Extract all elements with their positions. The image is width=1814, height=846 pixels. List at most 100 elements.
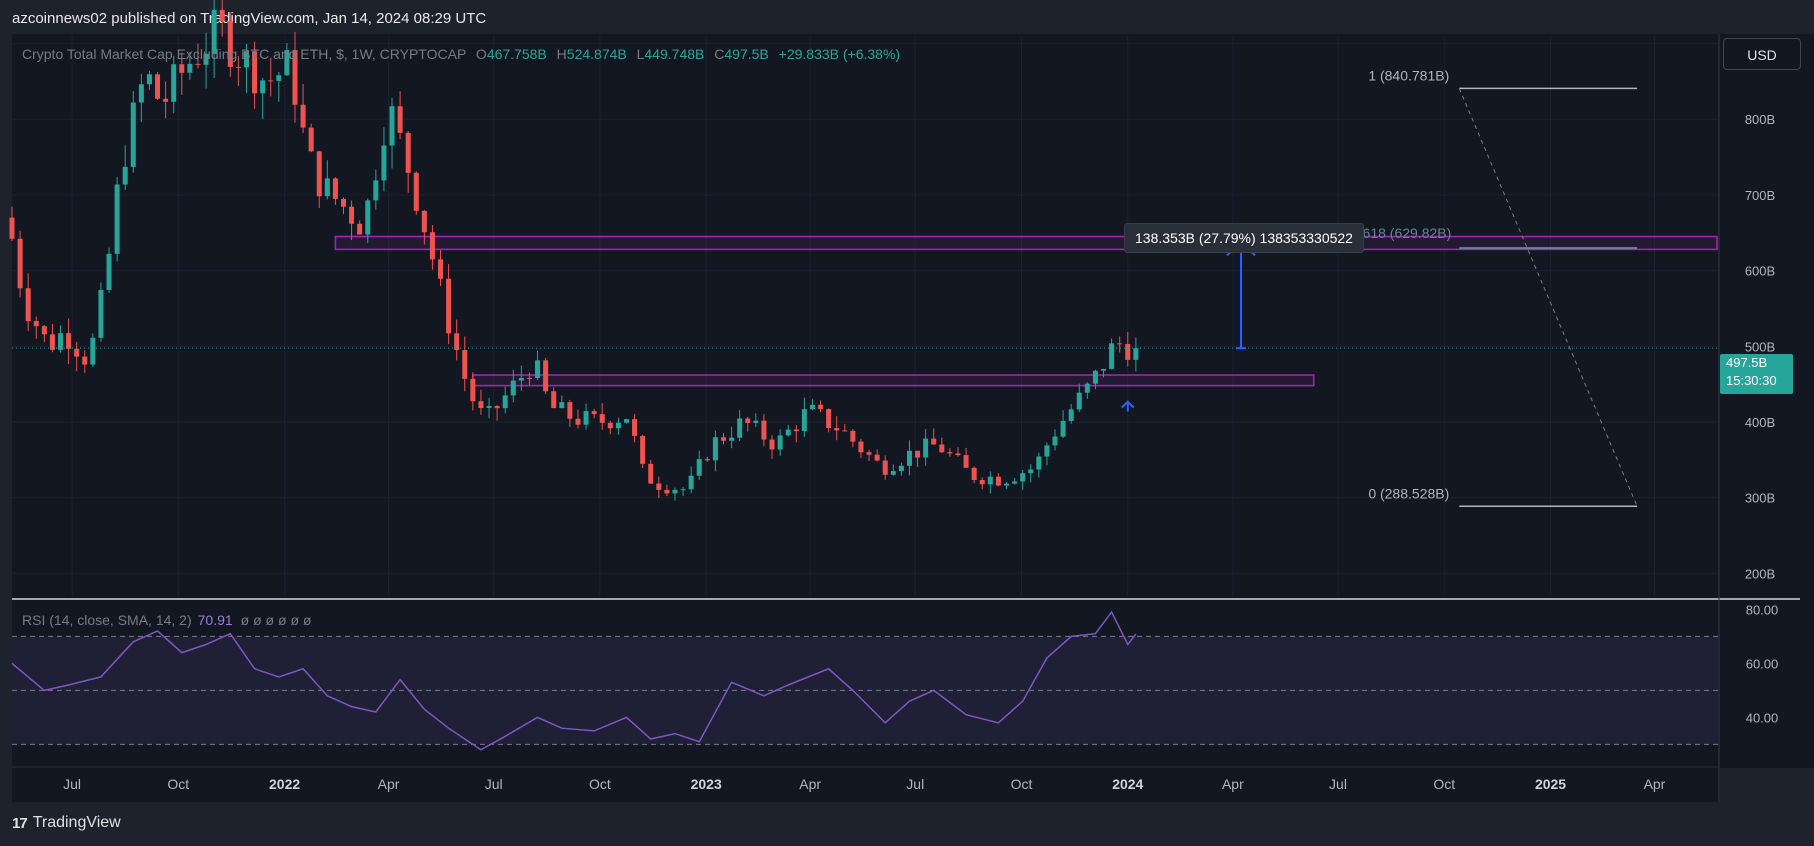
candle-body xyxy=(526,377,532,379)
fib-label-0618: 0.618 (629.82B) xyxy=(1351,225,1451,241)
candle-body xyxy=(82,356,88,365)
rsi-series xyxy=(11,610,1718,751)
candle-body xyxy=(1012,481,1018,484)
time-axis-tick: 2022 xyxy=(269,776,300,792)
candle-body xyxy=(1101,368,1107,371)
candle-body xyxy=(923,438,929,458)
candle-body xyxy=(696,459,702,476)
rsi-axis-tick: 80.00 xyxy=(1746,602,1779,617)
symbol-legend[interactable]: Crypto Total Market Cap Excluding BTC an… xyxy=(22,46,900,62)
grid xyxy=(12,36,1718,596)
top-bar: azcoinnews02 published on TradingView.co… xyxy=(0,0,1814,40)
candle-body xyxy=(138,84,144,103)
candle-body xyxy=(268,80,274,82)
high-value: 524.874B xyxy=(566,46,627,62)
time-axis-tick: Apr xyxy=(378,776,400,792)
measure-label[interactable]: 138.353B (27.79%) 138353330522 xyxy=(1124,223,1364,253)
price-axis[interactable] xyxy=(1720,34,1814,768)
candle-body xyxy=(632,419,638,436)
fib-label-1: 1 (840.781B) xyxy=(1368,67,1449,83)
candle-body xyxy=(454,333,460,351)
candle-body xyxy=(729,437,735,441)
price-axis-tick: 200B xyxy=(1745,566,1775,581)
main-pane xyxy=(12,34,1718,598)
candle-body xyxy=(74,348,80,357)
candle-body xyxy=(1052,436,1058,446)
candle-body xyxy=(316,151,322,197)
candle-body xyxy=(640,435,646,464)
candle-body xyxy=(146,74,152,85)
candle-body xyxy=(826,409,832,428)
candle-body xyxy=(737,418,743,438)
candle-body xyxy=(866,452,872,455)
candle-body xyxy=(179,64,185,73)
candle-body xyxy=(939,444,945,453)
candle-body xyxy=(615,422,621,429)
rsi-label[interactable]: RSI (14, close, SMA, 14, 2) xyxy=(22,612,192,628)
candle-body xyxy=(1060,420,1066,437)
candle-body xyxy=(502,395,508,409)
support-resistance-zones[interactable] xyxy=(334,235,1718,387)
candle-body xyxy=(518,377,524,381)
symbol-name[interactable]: Crypto Total Market Cap Excluding BTC an… xyxy=(22,46,467,62)
candle-body xyxy=(704,459,710,461)
time-axis[interactable] xyxy=(12,768,1718,802)
candle-body xyxy=(898,465,904,472)
candle-body xyxy=(373,180,379,201)
candle-body xyxy=(761,420,767,440)
candle-body xyxy=(915,450,921,458)
candle-body xyxy=(462,350,468,379)
brand-name[interactable]: TradingView xyxy=(32,814,121,831)
candle-body xyxy=(33,321,39,327)
candle-body xyxy=(114,184,120,254)
candle-body xyxy=(753,420,759,423)
candle-body xyxy=(1036,456,1042,470)
last-price-tag: 497.5B 15:30:30 xyxy=(1720,354,1793,394)
high-key: H xyxy=(556,46,567,62)
candle-body xyxy=(98,289,104,338)
time-axis-tick: 2025 xyxy=(1535,776,1566,792)
candle-body xyxy=(195,63,201,65)
candle-body xyxy=(712,437,718,461)
currency-button[interactable]: USD xyxy=(1723,38,1801,70)
candle-body xyxy=(405,132,411,173)
candle-body xyxy=(599,414,605,423)
candle-body xyxy=(300,104,306,128)
candle-body xyxy=(397,106,403,133)
footer[interactable]: 17 TradingView xyxy=(12,814,121,832)
time-axis-tick: 2024 xyxy=(1112,776,1143,792)
candle-body xyxy=(785,429,791,436)
candle-body xyxy=(90,337,96,365)
rsi-axis-tick: 60.00 xyxy=(1746,656,1779,671)
candle-body xyxy=(979,479,985,485)
tradingview-logo-icon[interactable]: 17 xyxy=(12,814,28,832)
rsi-axis-tick: 40.00 xyxy=(1746,710,1779,725)
candle-body xyxy=(745,418,751,423)
price-axis-tick: 500B xyxy=(1745,339,1775,354)
bar-countdown: 15:30:30 xyxy=(1726,373,1777,388)
candle-body xyxy=(842,430,848,432)
close-key: C xyxy=(714,46,725,62)
candle-body xyxy=(381,145,387,181)
last-price: 497.5B xyxy=(1726,355,1768,370)
fibonacci-retracement[interactable]: 1 (840.781B) 0.618 (629.82B) 0 (288.528B) xyxy=(1351,67,1638,508)
rsi-value: 70.91 xyxy=(197,612,233,628)
candle-body xyxy=(672,489,678,494)
candle-body xyxy=(623,419,629,423)
time-axis-tick: Oct xyxy=(1433,776,1455,792)
candle-body xyxy=(130,102,136,167)
candle-body xyxy=(308,127,314,152)
candle-body xyxy=(324,178,330,197)
fib-label-0: 0 (288.528B) xyxy=(1368,485,1449,501)
candle-body xyxy=(446,278,452,334)
candle-body xyxy=(955,453,961,456)
candle-body xyxy=(163,98,169,102)
price-axis-tick: 800B xyxy=(1745,112,1775,127)
candle-body xyxy=(664,489,670,494)
rsi-legend[interactable]: RSI (14, close, SMA, 14, 2) 70.91 ø ø ø ø … xyxy=(22,612,311,628)
fib-trend-line xyxy=(1458,88,1638,507)
candle-body xyxy=(1068,409,1074,421)
candle-body xyxy=(559,402,565,409)
candle-body xyxy=(1028,469,1034,474)
